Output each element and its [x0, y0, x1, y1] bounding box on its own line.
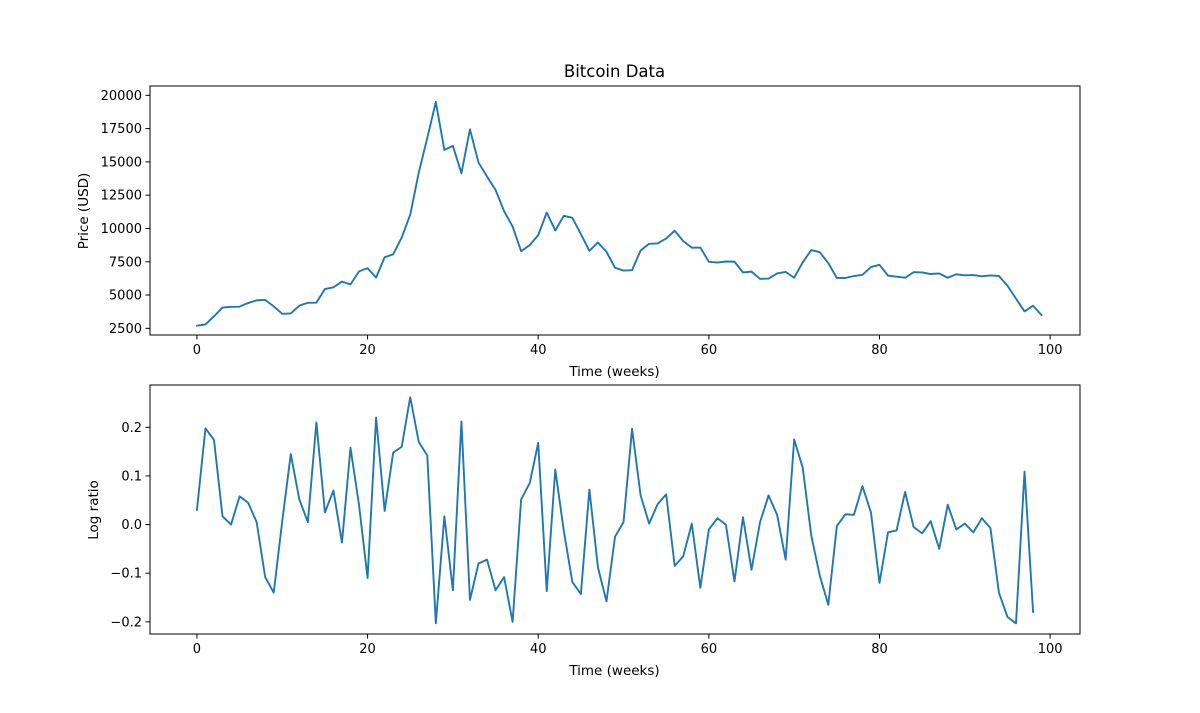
- log-ratio-axes-frame: [149, 384, 1081, 635]
- price-y-tick-label: 7500: [109, 255, 142, 270]
- log-ratio-y-axis-label: Log ratio: [86, 480, 102, 540]
- price-y-tick-label: 17500: [101, 122, 142, 137]
- price-x-tick-label: 20: [359, 343, 376, 358]
- log-ratio-x-tick-label: 40: [530, 642, 547, 657]
- price-x-tick-label: 40: [530, 343, 547, 358]
- log-ratio-y-tick-label: 0.0: [121, 518, 142, 533]
- price-x-axis-label: Time (weeks): [568, 364, 659, 380]
- price-y-axis-label: Price (USD): [76, 173, 92, 250]
- price-y-tick-label: 15000: [101, 155, 142, 170]
- price-axes-frame: [149, 85, 1081, 336]
- log-ratio-x-tick-label: 100: [1038, 642, 1063, 657]
- price-y-tick-label: 12500: [101, 189, 142, 204]
- log-ratio-y-tick-label: −0.2: [110, 615, 142, 630]
- price-y-tick-label: 2500: [109, 322, 142, 337]
- log-ratio-x-tick-label: 80: [871, 642, 888, 657]
- log-ratio-y-tick-label: 0.1: [121, 469, 142, 484]
- log-ratio-x-axis-label: Time (weeks): [568, 663, 659, 679]
- price-x-tick-label: 60: [701, 343, 718, 358]
- log-ratio-y-tick-label: 0.2: [121, 421, 142, 436]
- price-y-tick-label: 10000: [101, 222, 142, 237]
- log-ratio-x-tick-label: 20: [359, 642, 376, 657]
- log-ratio-subplot: 0 20 40 60 80 100 −0.2 −0.1 0.0 0.1 0.2: [110, 384, 1081, 657]
- price-y-tick-label: 20000: [101, 89, 142, 104]
- price-series-line: [195, 101, 1043, 327]
- chart-title: Bitcoin Data: [564, 62, 665, 81]
- price-x-tick-label: 0: [193, 343, 201, 358]
- log-ratio-x-tick-label: 0: [193, 642, 201, 657]
- price-x-tick-label: 100: [1038, 343, 1063, 358]
- log-ratio-series-line: [195, 396, 1035, 625]
- price-x-tick-label: 80: [871, 343, 888, 358]
- log-ratio-x-tick-label: 60: [701, 642, 718, 657]
- price-y-tick-label: 5000: [109, 289, 142, 304]
- price-subplot: 0 20 40 60 80 100 2500 5000 7500 10000 12500 15000 1…: [101, 85, 1081, 358]
- log-ratio-y-tick-label: −0.1: [110, 567, 142, 582]
